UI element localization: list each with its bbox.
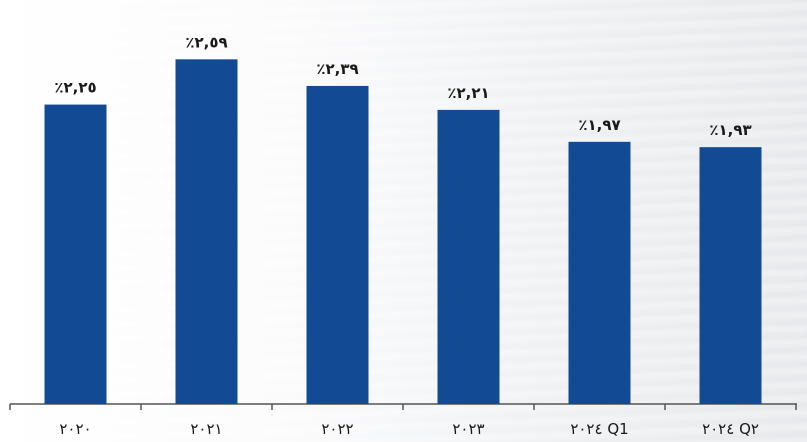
- bar: [568, 141, 631, 405]
- data-label: ٪٢,٣٩: [316, 60, 358, 78]
- bar: [437, 109, 500, 405]
- data-label: ٪١,٩٧: [578, 116, 620, 134]
- bar: [699, 147, 762, 404]
- bar: [44, 104, 107, 405]
- x-tick-label: ٢٠٢٤ Q1: [570, 420, 628, 438]
- bar: [175, 59, 238, 404]
- x-tick-label: ٢٠٢٠: [59, 420, 91, 438]
- bar: [306, 85, 369, 404]
- data-label: ٪٢,٢٥: [54, 79, 96, 97]
- data-label: ٪٢,٢١: [447, 84, 489, 102]
- data-label: ٪١,٩٣: [709, 121, 751, 139]
- data-label: ٪٢,٥٩: [185, 33, 227, 51]
- x-tick-label: ٢٠٢١: [190, 420, 222, 438]
- x-tick-label: ٢٠٢٢: [321, 420, 353, 438]
- x-tick-label: ٢٠٢٣: [452, 420, 484, 438]
- x-tick-label: ٢٠٢٤ Q٢: [702, 420, 759, 438]
